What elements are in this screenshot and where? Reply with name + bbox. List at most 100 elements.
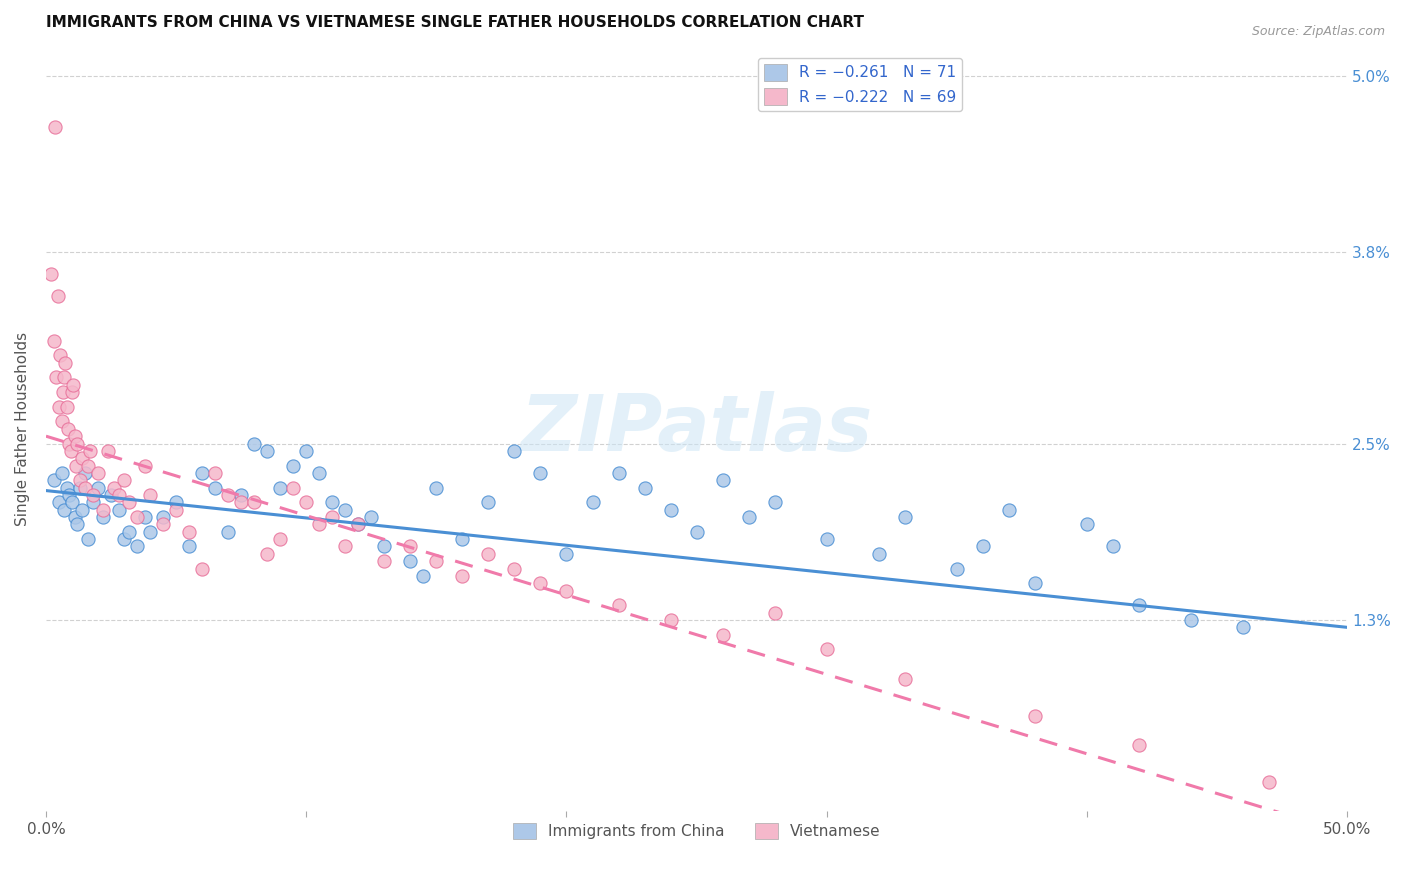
Point [295, 495, 318, 509]
Point [69, 481, 91, 495]
Point [103, 481, 125, 495]
Point [44, 120, 66, 135]
Point [217, 524, 239, 539]
Point [76, 532, 98, 546]
Point [659, 502, 682, 516]
Point [335, 502, 357, 516]
Point [998, 502, 1021, 516]
Point [399, 540, 422, 554]
Point [529, 466, 551, 480]
Point [503, 443, 526, 458]
Point [659, 613, 682, 627]
Point [112, 532, 135, 546]
Point [134, 458, 156, 473]
Point [134, 510, 156, 524]
Point [42, 473, 65, 487]
Point [45, 370, 67, 384]
Point [815, 532, 838, 546]
Point [217, 488, 239, 502]
Point [815, 642, 838, 657]
Point [1180, 613, 1202, 627]
Point [555, 547, 578, 561]
Point [72, 451, 94, 466]
Point [451, 532, 474, 546]
Point [581, 495, 603, 509]
Point [308, 517, 330, 532]
Point [243, 495, 266, 509]
Legend: Immigrants from China, Vietnamese: Immigrants from China, Vietnamese [506, 817, 887, 846]
Point [73, 481, 96, 495]
Point [1024, 576, 1046, 591]
Point [49, 348, 72, 362]
Point [1232, 620, 1254, 634]
Point [63, 510, 86, 524]
Point [152, 510, 174, 524]
Point [231, 495, 253, 509]
Point [711, 628, 734, 642]
Point [152, 517, 174, 532]
Point [607, 599, 630, 613]
Point [295, 443, 318, 458]
Point [58, 436, 80, 450]
Point [48, 495, 70, 509]
Point [308, 466, 330, 480]
Point [62, 377, 84, 392]
Point [73, 466, 96, 480]
Point [373, 554, 395, 568]
Point [82, 495, 104, 509]
Point [477, 547, 499, 561]
Point [118, 495, 141, 509]
Point [48, 400, 70, 414]
Point [477, 495, 499, 509]
Text: IMMIGRANTS FROM CHINA VS VIETNAMESE SINGLE FATHER HOUSEHOLDS CORRELATION CHART: IMMIGRANTS FROM CHINA VS VIETNAMESE SING… [46, 15, 863, 30]
Point [412, 569, 434, 583]
Point [269, 481, 291, 495]
Point [56, 422, 79, 436]
Point [91, 502, 114, 516]
Point [763, 495, 786, 509]
Point [503, 561, 526, 575]
Point [72, 502, 94, 516]
Point [1128, 738, 1150, 752]
Point [139, 488, 162, 502]
Point [894, 510, 917, 524]
Point [76, 458, 98, 473]
Point [82, 488, 104, 502]
Point [65, 458, 87, 473]
Point [321, 510, 343, 524]
Point [1076, 517, 1098, 532]
Text: Source: ZipAtlas.com: Source: ZipAtlas.com [1251, 25, 1385, 38]
Point [946, 561, 969, 575]
Point [894, 672, 917, 686]
Point [204, 466, 226, 480]
Point [125, 540, 148, 554]
Point [165, 495, 187, 509]
Point [373, 540, 395, 554]
Point [87, 466, 110, 480]
Point [321, 495, 343, 509]
Point [1128, 599, 1150, 613]
Point [191, 466, 214, 480]
Point [87, 481, 110, 495]
Point [91, 510, 114, 524]
Point [58, 488, 80, 502]
Point [399, 554, 422, 568]
Point [63, 429, 86, 443]
Point [685, 524, 707, 539]
Point [347, 517, 370, 532]
Y-axis label: Single Father Households: Single Father Households [15, 332, 30, 526]
Point [737, 510, 759, 524]
Point [191, 561, 214, 575]
Point [60, 495, 83, 509]
Point [55, 356, 77, 370]
Point [66, 517, 89, 532]
Text: ZIPatlas: ZIPatlas [520, 391, 873, 467]
Point [42, 334, 65, 348]
Point [59, 443, 82, 458]
Point [763, 606, 786, 620]
Point [204, 481, 226, 495]
Point [1258, 774, 1281, 789]
Point [555, 583, 578, 598]
Point [97, 443, 120, 458]
Point [125, 510, 148, 524]
